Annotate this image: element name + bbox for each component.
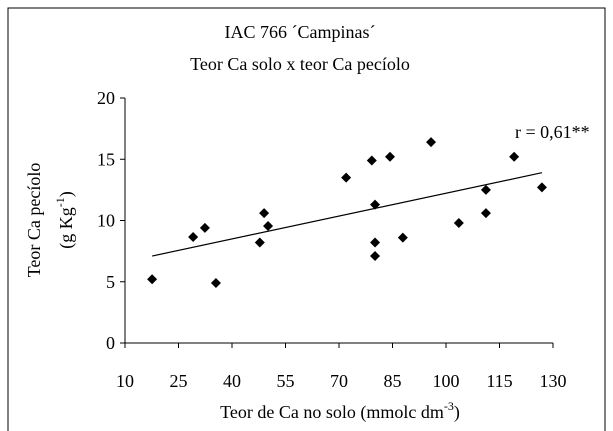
point: [509, 151, 520, 162]
point: [370, 199, 381, 210]
x-tick-label: 25: [170, 371, 188, 391]
point: [254, 237, 265, 248]
point: [426, 137, 437, 148]
point: [188, 232, 199, 243]
point: [147, 274, 158, 285]
point: [370, 251, 381, 262]
y-axis-label-unit: (g Kg-1): [53, 191, 77, 249]
annotation: r = 0,61**: [515, 122, 590, 142]
y-tick-label: 10: [97, 211, 115, 231]
point: [259, 208, 270, 219]
point: [370, 237, 381, 248]
point: [480, 184, 491, 195]
x-tick-label: 115: [486, 371, 512, 391]
x-tick-label: 130: [540, 371, 567, 391]
y-label-text: (g Kg: [56, 207, 77, 249]
y-tick-label: 5: [106, 272, 115, 292]
point: [536, 182, 547, 193]
y-tick-label: 0: [106, 333, 115, 353]
point: [385, 151, 396, 162]
x-tick-label: 70: [330, 371, 348, 391]
x-label-sup: -3: [444, 399, 454, 413]
trend-line: [151, 172, 543, 257]
x-tick-label: 55: [277, 371, 295, 391]
point: [366, 155, 377, 166]
point: [480, 208, 491, 219]
y-tick-label: 20: [97, 88, 115, 108]
chart-subtitle: Teor Ca solo x teor Ca pecíolo: [190, 54, 410, 74]
point: [199, 222, 210, 233]
point: [341, 172, 352, 183]
x-tick-label: 100: [433, 371, 460, 391]
chart-title: IAC 766 ´Campinas´: [225, 22, 376, 42]
x-tick-label: 85: [384, 371, 402, 391]
y-axis-label: Teor Ca pecíolo: [24, 163, 44, 278]
x-tick-label: 40: [223, 371, 241, 391]
x-label-text: Teor de Ca no solo (mmolc dm: [220, 402, 444, 423]
point: [263, 221, 274, 232]
point: [397, 232, 408, 243]
x-label-end: ): [454, 402, 460, 423]
y-label-sup: -1: [53, 197, 67, 207]
y-tick-label: 15: [97, 149, 115, 169]
chart-frame: [7, 7, 606, 431]
x-axis-label: Teor de Ca no solo (mmolc dm-3): [220, 399, 460, 423]
point: [453, 217, 464, 228]
point: [210, 277, 221, 288]
y-label-end: ): [56, 191, 77, 197]
x-tick-label: 10: [116, 371, 134, 391]
